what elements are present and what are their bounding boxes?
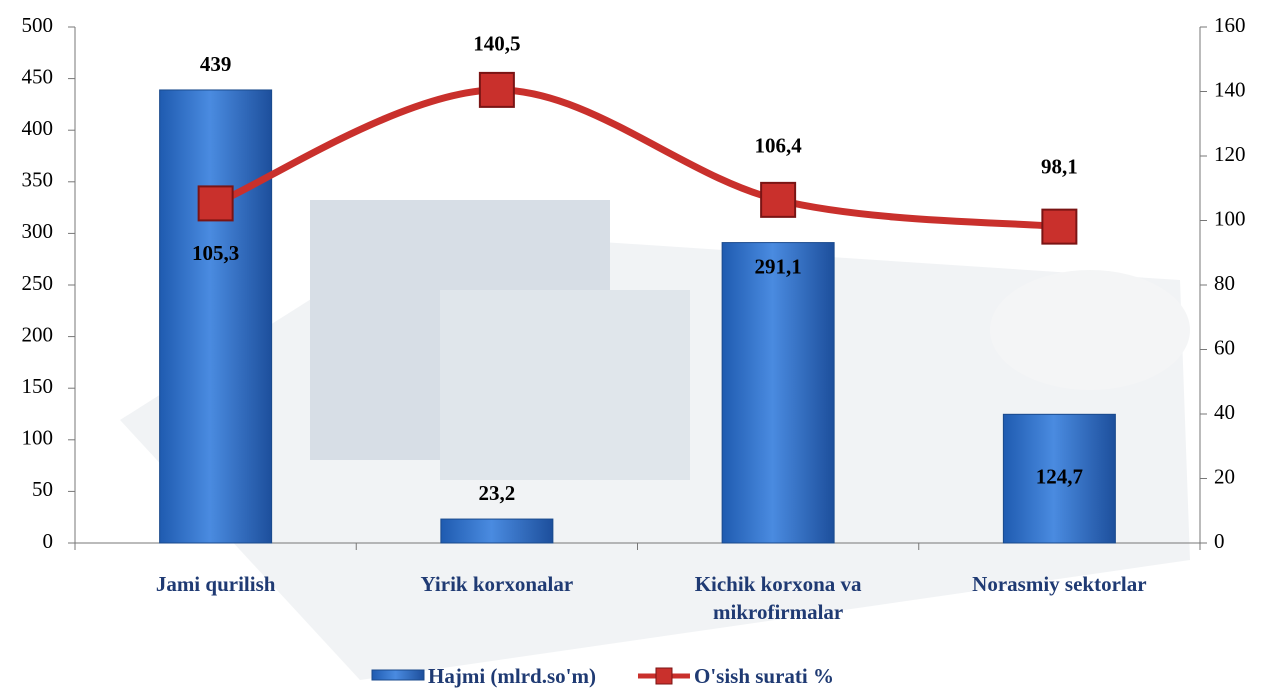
data-label: 105,3 bbox=[192, 241, 239, 265]
y2-tick-label: 100 bbox=[1214, 206, 1246, 230]
y-tick-label: 350 bbox=[22, 168, 54, 192]
y-tick-label: 200 bbox=[22, 322, 54, 346]
data-label: 23,2 bbox=[479, 481, 516, 505]
legend: Hajmi (mlrd.so'm) O'sish surati % bbox=[371, 664, 834, 688]
y-tick-label: 400 bbox=[22, 116, 54, 140]
y-tick-label: 450 bbox=[22, 64, 54, 88]
y-tick-label: 100 bbox=[22, 426, 54, 450]
legend-swatch bbox=[371, 669, 425, 681]
bar bbox=[721, 242, 835, 544]
y-tick-label: 250 bbox=[22, 271, 54, 295]
y2-tick-label: 160 bbox=[1214, 13, 1246, 37]
data-label: 98,1 bbox=[1041, 154, 1078, 178]
background-art bbox=[120, 200, 1190, 680]
x-tick-label: Yirik korxonalar bbox=[420, 572, 574, 596]
line-marker bbox=[478, 71, 515, 108]
y2-tick-label: 80 bbox=[1214, 271, 1235, 295]
y-tick-label: 0 bbox=[43, 529, 54, 553]
y2-tick-label: 120 bbox=[1214, 142, 1246, 166]
y2-tick-label: 140 bbox=[1214, 77, 1246, 101]
bar bbox=[1002, 413, 1116, 544]
legend-label: Hajmi (mlrd.so'm) bbox=[428, 664, 596, 688]
bar bbox=[440, 518, 554, 544]
y2-tick-label: 40 bbox=[1214, 400, 1235, 424]
y-tick-label: 50 bbox=[32, 477, 53, 501]
y-tick-label: 300 bbox=[22, 219, 54, 243]
y2-tick-label: 60 bbox=[1214, 335, 1235, 359]
line bbox=[214, 86, 1060, 231]
data-label: 124,7 bbox=[1036, 464, 1083, 488]
line-marker bbox=[760, 181, 797, 218]
data-label: 439 bbox=[200, 52, 232, 76]
y-tick-label: 500 bbox=[22, 13, 54, 37]
x-tick-label: Jami qurilish bbox=[155, 572, 276, 596]
legend-swatch bbox=[655, 667, 673, 685]
data-label: 106,4 bbox=[755, 134, 803, 158]
y2-tick-label: 0 bbox=[1214, 529, 1225, 553]
line-marker bbox=[197, 185, 234, 222]
y-tick-label: 150 bbox=[22, 374, 54, 398]
data-label: 291,1 bbox=[755, 254, 802, 278]
legend-label: O'sish surati % bbox=[694, 664, 834, 688]
bar bbox=[159, 89, 273, 544]
x-tick-label: Kichik korxona va mikrofirmalar bbox=[694, 572, 862, 624]
y2-tick-label: 20 bbox=[1214, 464, 1235, 488]
line-marker bbox=[1041, 208, 1078, 245]
data-label: 140,5 bbox=[473, 32, 520, 56]
x-tick-label: Norasmiy sektorlar bbox=[972, 572, 1147, 596]
